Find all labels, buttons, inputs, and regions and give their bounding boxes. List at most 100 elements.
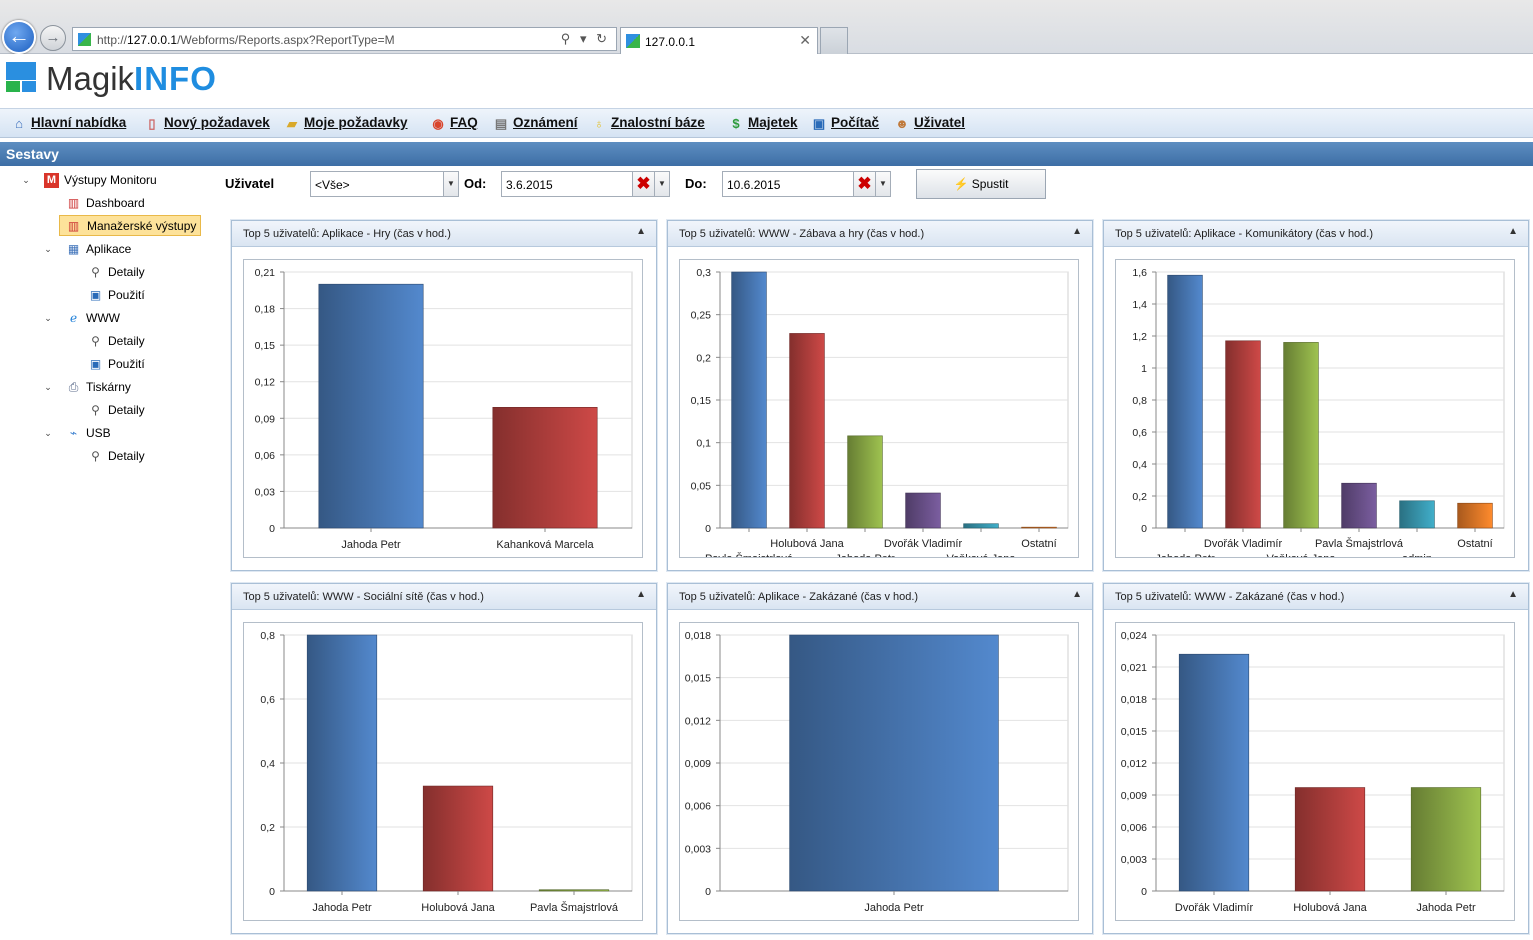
menu-faq[interactable]: ◉ FAQ [432, 115, 477, 133]
from-date-input[interactable]: 3.6.2015 ✖ ▼ [501, 171, 670, 197]
tree-node-applications[interactable]: ⌄ ▦ Aplikace [0, 239, 215, 259]
x-tick-label: Vaňková Jana [947, 553, 1017, 557]
tree-node-usb-details[interactable]: ⚲ Detaily [0, 446, 215, 466]
y-tick-label: 0,003 [685, 843, 711, 855]
chevron-down-icon: ▾ [579, 31, 590, 46]
collapse-icon[interactable]: ▲ [1508, 226, 1518, 237]
tree-node-apps-usage[interactable]: ▣ Použití [89, 288, 145, 302]
app-title[interactable]: MagikINFO [46, 60, 217, 97]
forward-button[interactable]: → [40, 25, 66, 51]
menu-announcements[interactable]: ▤ Oznámení [494, 115, 578, 131]
tree-node-dashboard[interactable]: ▥ Dashboard [67, 196, 145, 210]
magnifier-icon: ⚲ [91, 449, 100, 463]
applications-icon: ▦ [67, 242, 80, 256]
search-icon: ⚲ [560, 31, 574, 46]
x-tick-label: Dvořák Vladimír [1175, 902, 1254, 914]
browser-chrome: ← → http://127.0.0.1/Webforms/Reports.as… [0, 0, 1533, 54]
money-icon: $ [732, 116, 740, 131]
tree-node-www-details[interactable]: ⚲ Detaily [0, 331, 215, 351]
y-tick-label: 0,8 [1132, 395, 1147, 407]
y-tick-label: 1,4 [1132, 299, 1147, 311]
tree-node-apps-details[interactable]: ⚲ Detaily [0, 262, 215, 282]
chart-panel-header: Top 5 uživatelů: WWW - Zakázané (čas v h… [1104, 584, 1528, 610]
chevron-down-icon[interactable]: ▼ [443, 172, 458, 196]
collapse-icon[interactable]: ▲ [1072, 226, 1082, 237]
arrow-right-icon: → [45, 29, 61, 46]
collapse-icon[interactable]: ▲ [636, 226, 646, 237]
lightbulb-icon: ♁ [594, 116, 604, 131]
run-button[interactable]: ⚡ Spustit [916, 169, 1046, 199]
refresh-icon: ↻ [596, 31, 610, 46]
y-tick-label: 0,012 [1121, 758, 1147, 770]
y-tick-label: 0,015 [685, 673, 711, 685]
x-tick-label: Jahoda Petr [864, 902, 924, 914]
x-tick-label: Jahoda Petr [1155, 553, 1215, 557]
menu-computer[interactable]: ▣ Počítač [812, 115, 880, 131]
bar [1178, 653, 1250, 892]
tree-node-www-usage[interactable]: ▣ Použití [89, 357, 145, 371]
tree-node-monitor-outputs[interactable]: ⌄ M Výstupy Monitoru [0, 170, 215, 190]
x-tick-label: Holubová Jana [421, 902, 495, 914]
tree-node-printers[interactable]: ⌄ ⎙ Tiskárny [0, 377, 215, 397]
close-icon[interactable]: ✕ [799, 32, 811, 48]
menu-new-request[interactable]: ▯ Nový požadavek [148, 115, 269, 133]
y-tick-label: 0,018 [685, 630, 711, 642]
address-bar[interactable]: http://127.0.0.1/Webforms/Reports.aspx?R… [72, 27, 617, 51]
tree-node-manager-outputs[interactable]: Manažerské výstupy ▥ [0, 215, 215, 236]
chart-panel-www-social: Top 5 uživatelů: WWW - Sociální sítě (ča… [231, 583, 657, 934]
back-button[interactable]: ← [2, 20, 36, 54]
chart-svg: 0 0,2 0,4 0,6 0,8 Jahoda Petr Holubová Jana Pav… [260, 630, 633, 914]
user-filter-label: Uživatel [225, 176, 275, 191]
tree-node-www[interactable]: ⌄ ℯ WWW [0, 308, 215, 328]
chevron-down-icon[interactable]: ▼ [875, 172, 890, 196]
y-tick-label: 0,03 [255, 486, 276, 498]
menu-assets[interactable]: $ Majetek [732, 115, 797, 133]
user-select[interactable]: <Vše> ▼ [310, 171, 459, 197]
y-tick-label: 0,006 [1121, 822, 1147, 834]
tree-node-printers-details[interactable]: ⚲ Detaily [0, 400, 215, 420]
to-date-input[interactable]: 10.6.2015 ✖ ▼ [722, 171, 891, 197]
y-tick-label: 0,8 [260, 630, 275, 642]
x-tick-label: Ostatní [1457, 538, 1492, 550]
chart-panel-apps-communicators: Top 5 uživatelů: Aplikace - Komunikátory… [1103, 220, 1529, 571]
x-tick-label: admin [1402, 553, 1432, 557]
collapse-icon[interactable]: ▲ [1508, 589, 1518, 600]
bar [318, 283, 424, 529]
y-tick-label: 0 [269, 523, 275, 535]
clear-icon[interactable]: ✖ [853, 172, 875, 196]
y-tick-label: 0,21 [255, 267, 276, 279]
bar [963, 523, 999, 529]
bar [789, 634, 999, 892]
chart-box: 0 0,03 0,06 0,09 0,12 0,15 0,18 0,21 Jahoda Petr… [243, 259, 643, 558]
menu-my-requests[interactable]: ▰ Moje požadavky [287, 115, 408, 133]
menu-user[interactable]: ☻ Uživatel [895, 115, 966, 131]
y-tick-label: 0,6 [1132, 427, 1147, 439]
menu-main[interactable]: ⌂ Hlavní nabídka [15, 115, 126, 133]
y-tick-label: 0,003 [1121, 854, 1147, 866]
tree-node-usb[interactable]: ⌄ ⌁ USB [0, 423, 215, 443]
bar [1294, 787, 1366, 892]
home-icon: ⌂ [15, 116, 23, 131]
chart-box: 0 0,003 0,006 0,009 0,012 0,015 0,018 Jahoda Pe… [679, 622, 1079, 921]
chevron-down-icon: ⌄ [44, 382, 52, 392]
tab-title: 127.0.0.1 [645, 35, 696, 49]
y-tick-label: 0,15 [691, 395, 712, 407]
clear-icon[interactable]: ✖ [632, 172, 654, 196]
magnifier-icon: ⚲ [91, 334, 100, 348]
x-tick-label: Pavla Šmajstrlová [530, 901, 619, 914]
chevron-down-icon[interactable]: ▼ [654, 172, 669, 196]
y-tick-label: 0,15 [255, 340, 276, 352]
y-tick-label: 0,024 [1121, 630, 1147, 642]
address-tools[interactable]: ⚲ ▾ ↻ [561, 31, 610, 47]
site-favicon-icon [78, 33, 91, 46]
menu-knowledge-base[interactable]: ♁ Znalostní báze [594, 115, 705, 133]
browser-tab[interactable]: 127.0.0.1 ✕ [620, 27, 818, 54]
y-tick-label: 0,2 [260, 822, 275, 834]
y-tick-label: 0,6 [260, 694, 275, 706]
collapse-icon[interactable]: ▲ [636, 589, 646, 600]
chart-svg: 0 0,003 0,006 0,009 0,012 0,015 0,018 0,021 0,02… [1121, 630, 1505, 914]
new-tab-button[interactable] [820, 27, 848, 54]
x-tick-label: Jahoda Petr [341, 539, 401, 551]
y-tick-label: 1,2 [1132, 331, 1147, 343]
collapse-icon[interactable]: ▲ [1072, 589, 1082, 600]
